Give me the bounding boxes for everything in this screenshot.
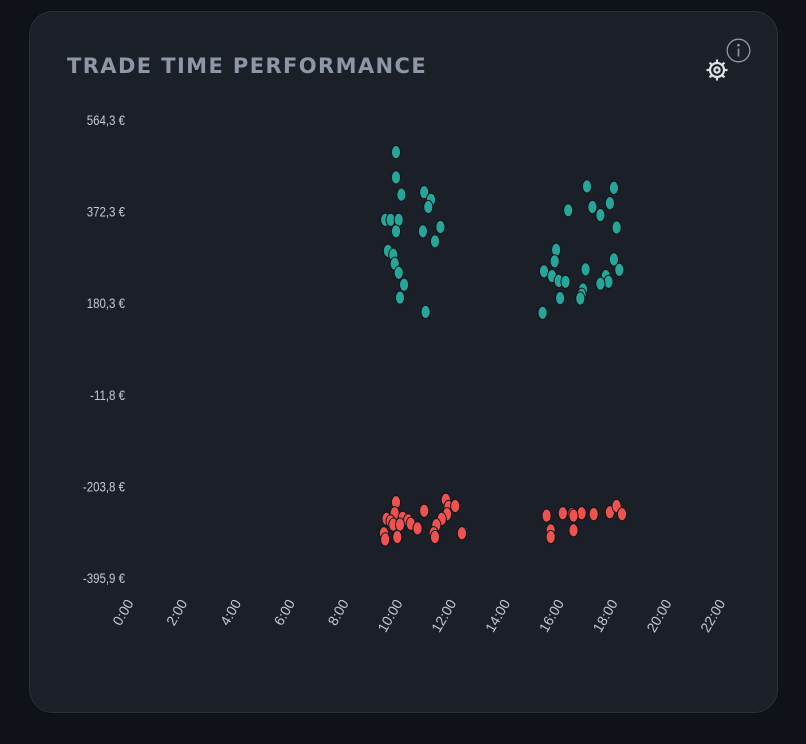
loss-trade-point[interactable] [541,508,552,523]
loss-trade-point[interactable] [576,506,587,521]
loss-trade-point[interactable] [394,517,406,532]
profit-trade-point[interactable] [549,254,560,269]
x-tick-label: 22:00 [697,596,728,635]
x-tick-label: 6:00 [271,596,299,628]
profit-trade-point[interactable] [595,208,606,223]
profit-trade-point[interactable] [399,277,410,292]
loss-trade-point[interactable] [545,529,556,545]
profit-trade-point[interactable] [420,304,431,319]
profit-trade-point[interactable] [394,290,406,305]
y-tick-label: 564,3 € [87,112,125,128]
loss-trade-point[interactable] [380,532,391,547]
loss-trade-point[interactable] [568,508,579,523]
profit-trade-point[interactable] [435,219,446,235]
profit-trade-point[interactable] [587,199,598,215]
y-tick-label: -203,8 € [83,478,125,494]
loss-trade-point[interactable] [616,506,628,522]
x-tick-label: 10:00 [374,596,405,635]
profit-trade-point[interactable] [555,291,566,306]
profit-trade-point[interactable] [417,224,428,239]
loss-trade-point[interactable] [392,529,403,545]
loss-trade-point[interactable] [588,506,599,522]
profit-trade-point[interactable] [595,276,606,291]
card-title: TRADE TIME PERFORMANCE [67,54,428,78]
profit-trade-point[interactable] [537,305,548,320]
profit-trade-point[interactable] [390,145,402,160]
y-tick-label: -11,8 € [90,387,125,403]
y-tick-label: -395,9 € [83,570,125,586]
profit-trade-point[interactable] [604,196,616,211]
profit-trade-point[interactable] [614,262,625,277]
profit-trade-point[interactable] [560,274,571,289]
profit-trade-point[interactable] [390,170,402,185]
profit-trade-point[interactable] [563,203,574,218]
profit-trade-point[interactable] [580,262,591,277]
y-tick-label: 180,3 € [87,295,125,311]
trade-time-performance-card [29,11,778,713]
x-tick-label: 0:00 [109,596,137,628]
x-tick-label: 14:00 [482,596,513,635]
profit-trade-point[interactable] [575,291,586,306]
profit-trade-point[interactable] [419,185,430,200]
loss-trade-point[interactable] [429,529,441,545]
x-tick-label: 4:00 [217,596,245,628]
profit-trade-point[interactable] [611,220,622,235]
profit-trade-point[interactable] [390,224,402,239]
x-tick-label: 2:00 [163,596,191,628]
y-tick-label: 372,3 € [87,203,125,219]
profit-trade-point[interactable] [396,187,407,202]
profit-trade-point[interactable] [423,199,434,215]
loss-trade-point[interactable] [568,523,579,538]
profit-trade-point[interactable] [608,252,620,267]
x-tick-label: 20:00 [643,596,674,635]
x-tick-label: 18:00 [589,596,620,635]
gear-icon[interactable] [704,57,730,83]
loss-trade-point[interactable] [557,506,568,521]
x-tick-label: 8:00 [324,596,352,628]
info-icon[interactable] [726,38,751,63]
loss-trade-point[interactable] [412,521,423,536]
profit-trade-point[interactable] [608,180,620,195]
profit-trade-point[interactable] [429,234,441,249]
x-tick-label: 12:00 [428,596,459,635]
loss-trade-point[interactable] [456,526,467,541]
loss-trade-point[interactable] [450,498,461,514]
profit-trade-point[interactable] [393,265,404,280]
loss-trade-point[interactable] [419,503,430,518]
x-tick-label: 16:00 [536,596,567,635]
profit-trade-point[interactable] [581,179,593,194]
